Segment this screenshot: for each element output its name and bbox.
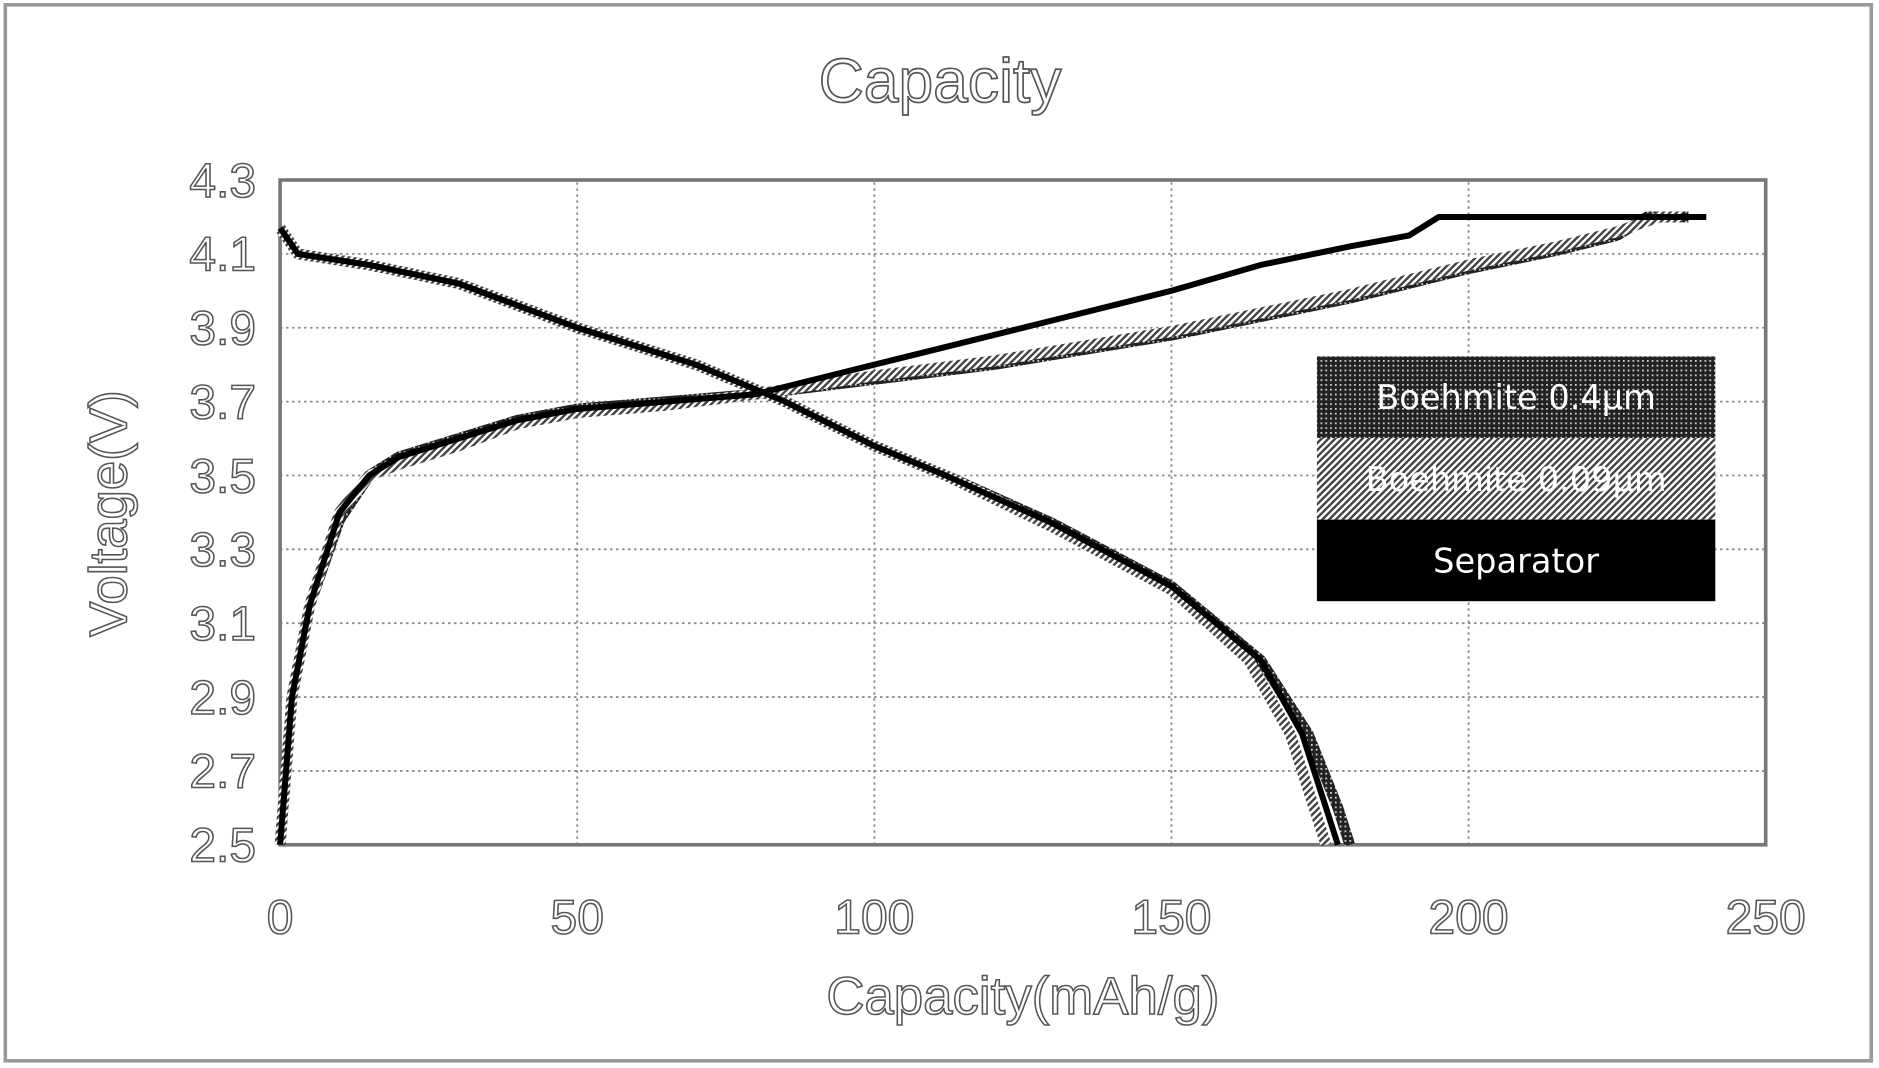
legend-label: Separator <box>1433 541 1599 580</box>
x-tick-label: 150 <box>1131 892 1211 945</box>
y-tick-label: 3.7 <box>189 376 256 429</box>
x-tick-label: 50 <box>551 892 604 945</box>
y-tick-label: 4.1 <box>189 229 256 282</box>
x-tick-label: 0 <box>267 892 294 945</box>
x-tick-label: 100 <box>834 892 914 945</box>
legend-label: Boehmite 0.4µm <box>1376 378 1656 417</box>
x-tick-label: 200 <box>1429 892 1509 945</box>
x-axis-label: Capacity(mAh/g) <box>826 967 1219 1026</box>
y-tick-label: 3.5 <box>189 450 256 503</box>
y-tick-label: 2.9 <box>189 672 256 725</box>
chart-title: Capacity <box>819 47 1063 116</box>
legend: Boehmite 0.4µm Boehmite 0.09µm Separator <box>1317 356 1715 601</box>
y-tick-label: 4.3 <box>189 155 256 208</box>
x-tick-label: 250 <box>1726 892 1806 945</box>
y-tick-label: 3.1 <box>189 598 256 651</box>
y-tick-label: 2.7 <box>189 746 256 799</box>
y-tick-label: 3.3 <box>189 524 256 577</box>
y-tick-label: 2.5 <box>189 820 256 873</box>
legend-label: Boehmite 0.09µm <box>1366 460 1667 499</box>
y-tick-label: 3.9 <box>189 303 256 356</box>
y-axis-label: Voltage(V) <box>80 390 139 637</box>
